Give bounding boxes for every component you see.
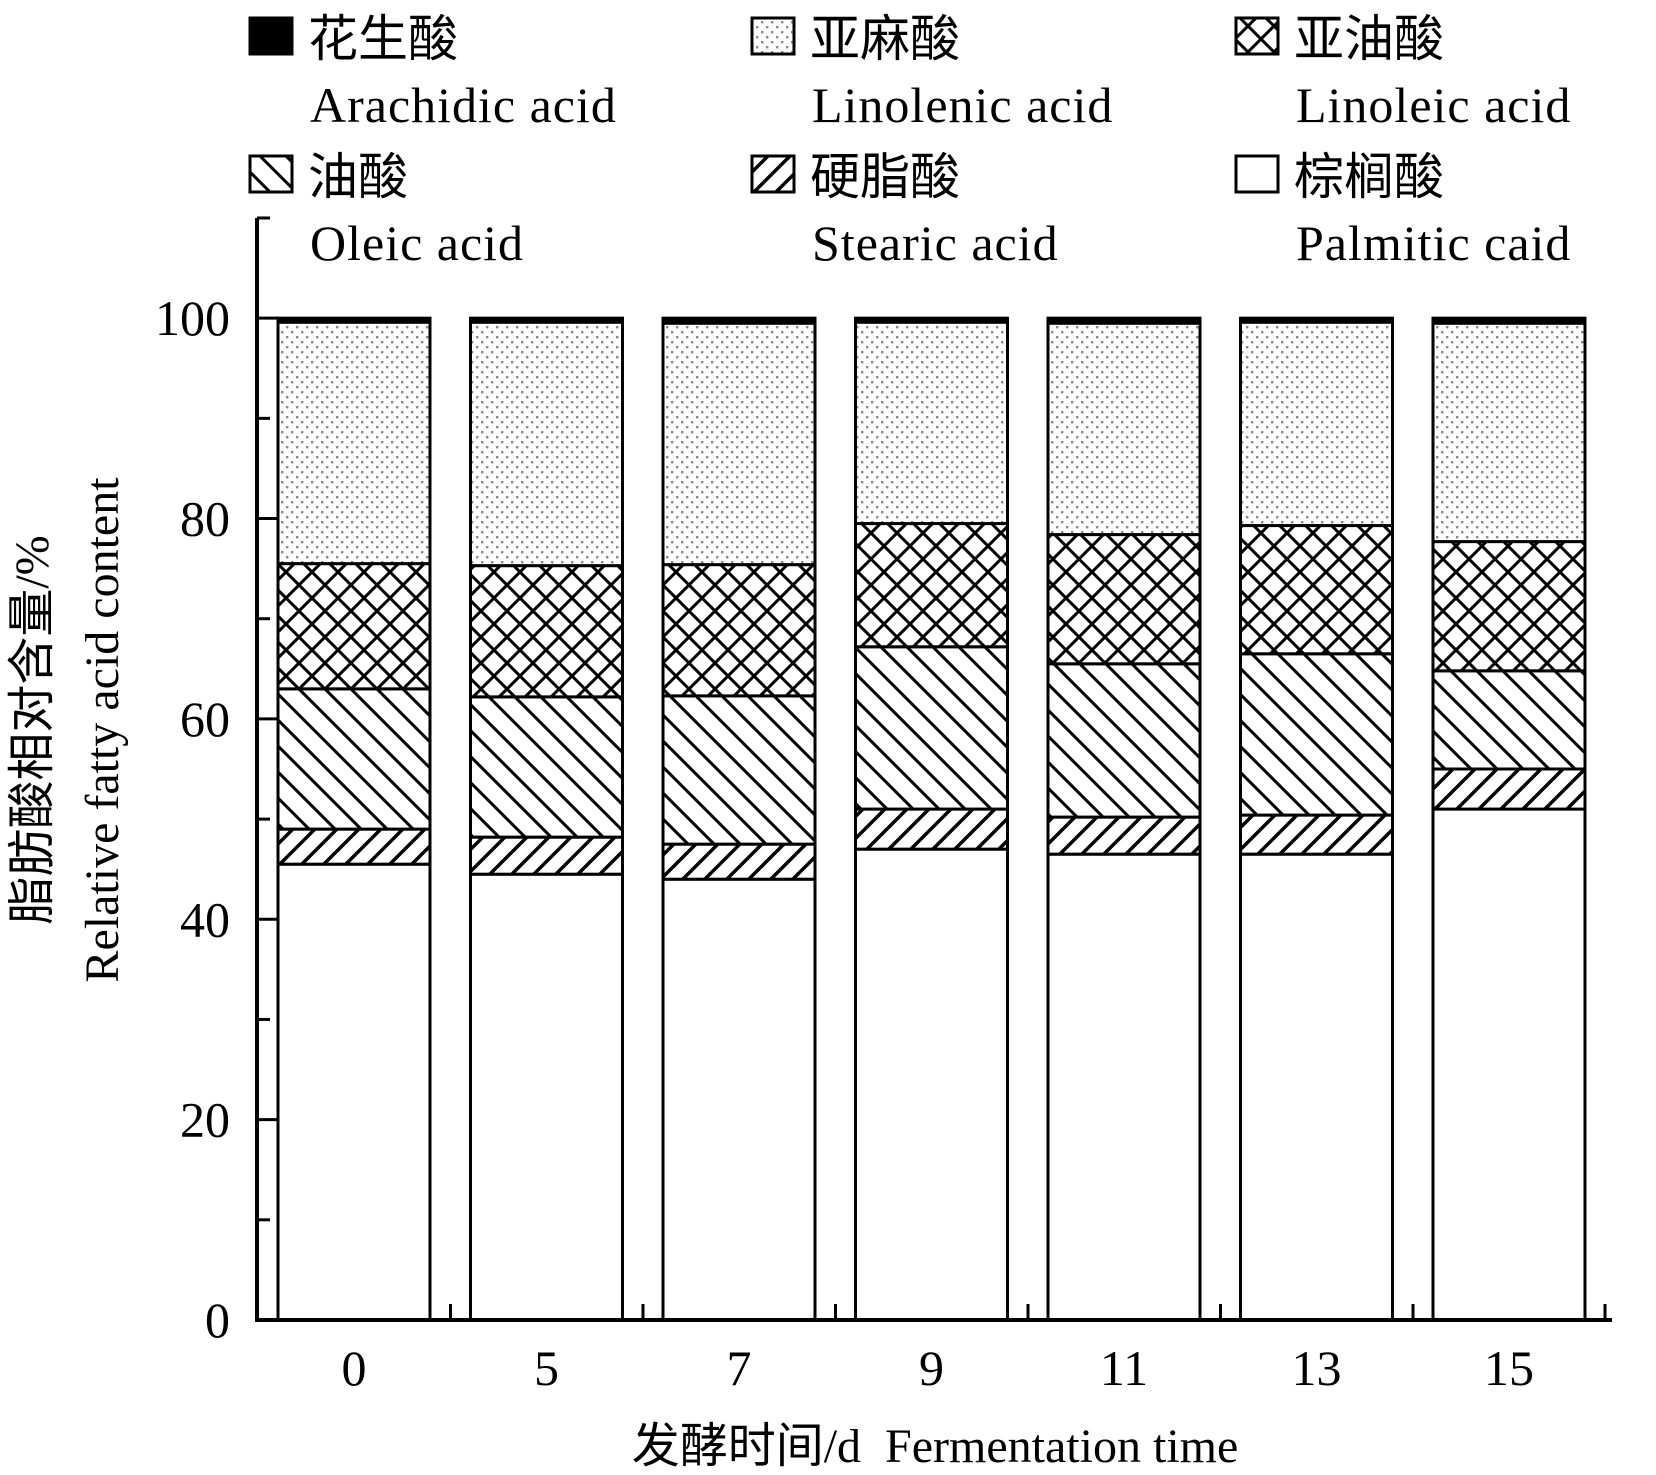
bar-segment-oleic-acid xyxy=(661,694,817,846)
y-axis-title-en: Relative fatty acid content xyxy=(76,477,129,983)
bar-segment-linoleic-acid xyxy=(1046,533,1202,666)
bar-segment-stearic-acid xyxy=(469,835,624,876)
legend-label-cn: 油酸 xyxy=(308,149,408,205)
bar-segment-linolenic-acid xyxy=(661,321,817,567)
legend-item-palmitic-caid: 棕榈酸 Palmitic caid xyxy=(1234,149,1571,271)
y-tick-label: 20 xyxy=(180,1092,230,1148)
bar-segment-stearic-acid xyxy=(1046,815,1202,856)
bar-segment-arachidic-acid xyxy=(854,316,1009,324)
bar-segment-linoleic-acid xyxy=(1431,540,1587,673)
bar-segment-stearic-acid xyxy=(1431,767,1587,811)
bar-segment-arachidic-acid xyxy=(1431,316,1587,325)
bar-segment-palmitic-caid xyxy=(276,862,432,1322)
y-axis: 0 20 40 60 80 100 xyxy=(155,216,279,1348)
bar-segment-oleic-acid xyxy=(1239,652,1394,817)
legend-label-en: Linoleic acid xyxy=(1296,77,1571,133)
x-tick-label: 15 xyxy=(1484,1340,1534,1396)
legend-label-en: Oleic acid xyxy=(310,215,524,271)
bar-segment-oleic-acid xyxy=(276,687,432,831)
bar-segment-oleic-acid xyxy=(854,645,1009,811)
bar-segment-stearic-acid xyxy=(854,807,1009,851)
legend: 花生酸 Arachidic acid 亚麻酸 Linolenic acid 亚油酸 Lin… xyxy=(248,11,1571,271)
bar-segment-palmitic-caid xyxy=(1046,852,1202,1322)
y-tick-label: 80 xyxy=(180,491,230,547)
bar-segment-linolenic-acid xyxy=(1046,321,1202,537)
bar-segment-linolenic-acid xyxy=(1431,321,1587,544)
legend-label-cn: 硬脂酸 xyxy=(810,149,960,205)
bar-segment-linoleic-acid xyxy=(1239,524,1394,656)
bar-segment-arachidic-acid xyxy=(276,316,432,324)
x-tick-label: 11 xyxy=(1100,1340,1148,1396)
legend-label-en: Palmitic caid xyxy=(1296,215,1571,271)
bar-segment-stearic-acid xyxy=(276,827,432,866)
legend-label-en: Arachidic acid xyxy=(310,77,617,133)
y-tick-label: 60 xyxy=(180,691,230,747)
x-axis-title: 发酵时间/d Fermentation time xyxy=(632,1420,1239,1473)
bar-segment-linolenic-acid xyxy=(276,320,432,566)
legend-swatch xyxy=(750,154,796,194)
x-tick-label: 13 xyxy=(1292,1340,1342,1396)
legend-label-cn: 花生酸 xyxy=(308,11,458,67)
x-axis: 0 5 7 9 11 13 15 xyxy=(255,1304,1612,1396)
legend-swatch xyxy=(248,16,294,56)
legend-item-linolenic-acid: 亚麻酸 Linolenic acid xyxy=(750,11,1113,133)
bar-segment-linolenic-acid xyxy=(469,320,624,568)
legend-label-cn: 棕榈酸 xyxy=(1294,149,1444,205)
legend-swatch xyxy=(248,154,294,194)
legend-swatch xyxy=(1234,154,1280,194)
bar-segment-stearic-acid xyxy=(661,842,817,881)
legend-item-arachidic-acid: 花生酸 Arachidic acid xyxy=(248,11,617,133)
bar-segment-oleic-acid xyxy=(1431,669,1587,771)
legend-swatch xyxy=(1234,16,1280,56)
bar-segment-palmitic-caid xyxy=(854,847,1009,1322)
y-tick-label: 0 xyxy=(205,1292,230,1348)
bar-segment-linolenic-acid xyxy=(854,320,1009,526)
legend-item-oleic-acid: 油酸 Oleic acid xyxy=(248,149,524,271)
bar-segment-linoleic-acid xyxy=(276,562,432,691)
bar-segment-linoleic-acid xyxy=(469,564,624,699)
legend-label-cn: 亚油酸 xyxy=(1294,11,1444,67)
bar-segment-linolenic-acid xyxy=(1239,320,1394,528)
legend-label-en: Stearic acid xyxy=(812,215,1059,271)
bar-segment-arachidic-acid xyxy=(469,316,624,324)
x-tick-label: 7 xyxy=(727,1340,752,1396)
legend-label-en: Linolenic acid xyxy=(812,77,1113,133)
bar-segment-linoleic-acid xyxy=(854,522,1009,649)
bar-segment-stearic-acid xyxy=(1239,813,1394,856)
bar-segment-arachidic-acid xyxy=(1046,316,1202,325)
x-tick-label: 9 xyxy=(919,1340,944,1396)
bar-segment-palmitic-caid xyxy=(469,872,624,1322)
bar-segment-arachidic-acid xyxy=(1239,316,1394,324)
legend-label-cn: 亚麻酸 xyxy=(810,11,960,67)
legend-item-stearic-acid: 硬脂酸 Stearic acid xyxy=(750,149,1059,271)
y-axis-title-cn: 脂肪酸相对含量/% xyxy=(6,535,59,924)
legend-swatch xyxy=(750,16,796,56)
bar-segment-palmitic-caid xyxy=(1431,807,1587,1322)
bar-segment-oleic-acid xyxy=(1046,662,1202,819)
bar-segment-palmitic-caid xyxy=(1239,852,1394,1322)
x-tick-label: 0 xyxy=(342,1340,367,1396)
bar-segment-arachidic-acid xyxy=(661,316,817,325)
legend-item-linoleic-acid: 亚油酸 Linoleic acid xyxy=(1234,11,1571,133)
y-tick-label: 100 xyxy=(155,290,230,346)
plot-area xyxy=(276,316,1587,1322)
y-tick-label: 40 xyxy=(180,891,230,947)
x-tick-label: 5 xyxy=(534,1340,559,1396)
bar-segment-linoleic-acid xyxy=(661,563,817,698)
bar-segment-palmitic-caid xyxy=(661,877,817,1322)
bar-segment-oleic-acid xyxy=(469,695,624,839)
